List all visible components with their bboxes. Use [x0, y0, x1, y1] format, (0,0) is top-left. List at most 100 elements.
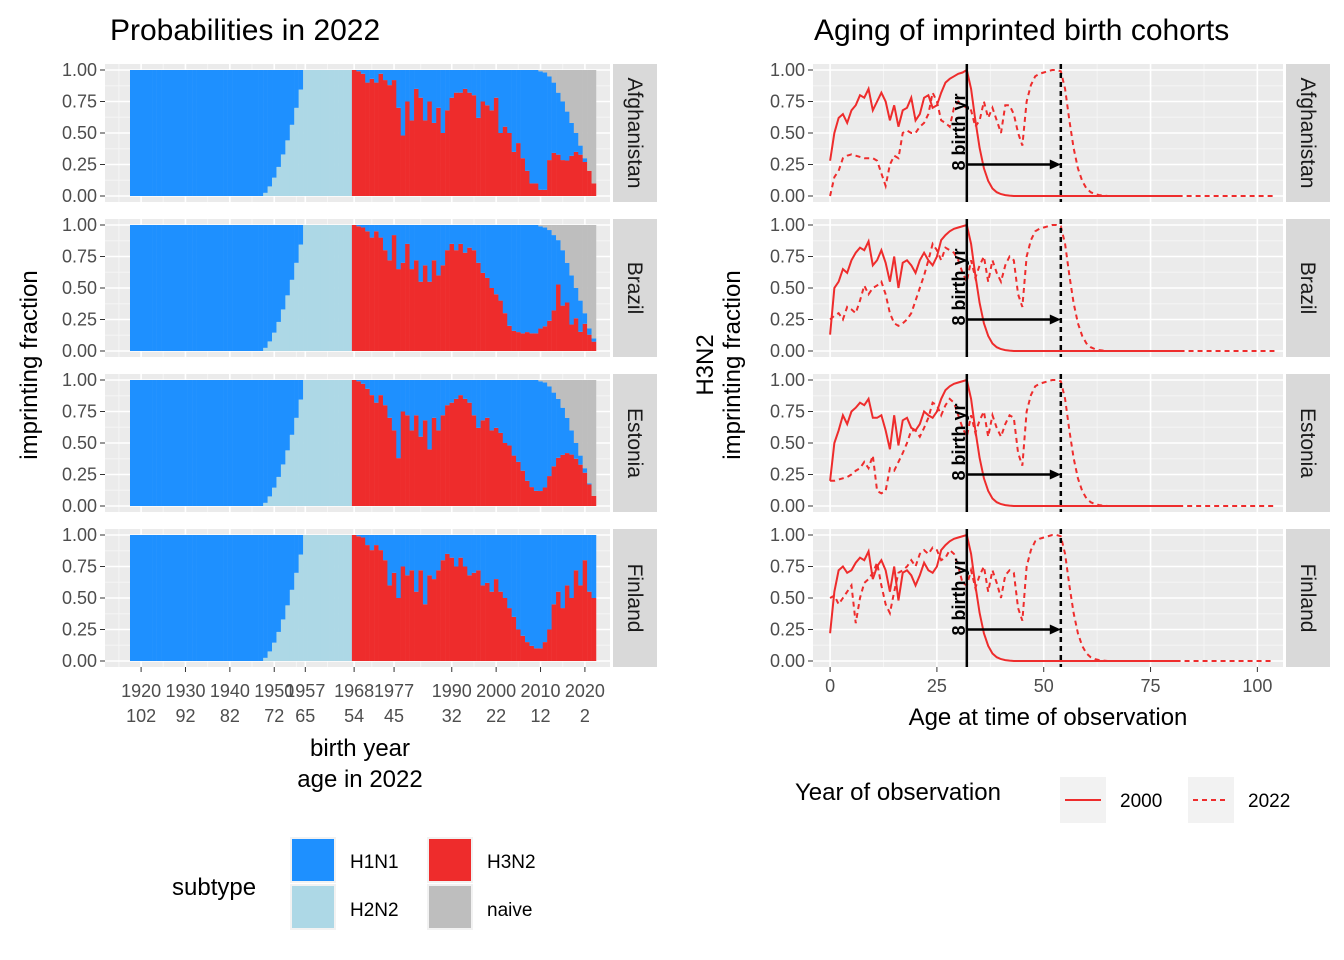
y-tick-label: 0.25 — [62, 465, 97, 485]
y-tick-label: 0.25 — [770, 155, 805, 175]
bar-h1n1 — [587, 328, 592, 335]
bar-h2n2 — [343, 70, 348, 196]
bar-h3n2 — [560, 454, 566, 506]
bar-h3n2 — [418, 281, 424, 351]
bar-h3n2 — [471, 572, 477, 661]
bar-h1n1 — [183, 535, 188, 661]
bar-h1n1 — [551, 535, 557, 605]
x-tick-label-age: 2 — [580, 706, 590, 726]
bar-h1n1 — [245, 380, 251, 506]
bar-h3n2 — [414, 88, 419, 196]
bar-h3n2 — [440, 133, 446, 196]
bar-h1n1 — [427, 70, 433, 102]
bar-h1n1 — [458, 535, 464, 558]
bar-h3n2 — [374, 231, 379, 351]
bar-h1n1 — [152, 70, 157, 196]
bar-h1n1 — [143, 70, 149, 196]
bar-h1n1 — [134, 225, 140, 351]
bar-h3n2 — [533, 648, 539, 661]
bar-h1n1 — [263, 225, 268, 348]
x-tick-label-age: 72 — [264, 706, 284, 726]
bar-h1n1 — [232, 535, 237, 661]
bar-h3n2 — [449, 243, 455, 351]
right-legend-title: Year of observation — [795, 779, 1001, 806]
bar-h3n2 — [538, 189, 543, 196]
bar-h1n1 — [196, 70, 202, 196]
bar-h3n2 — [502, 313, 508, 351]
bar-h3n2 — [351, 70, 357, 196]
bar-h1n1 — [462, 380, 468, 399]
bar-h1n1 — [254, 380, 259, 506]
bar-h3n2 — [382, 250, 388, 351]
legend-label: H3N2 — [487, 852, 536, 873]
bar-naive — [551, 225, 557, 236]
bar-h3n2 — [560, 305, 566, 351]
strip-label: Estonia — [623, 408, 646, 478]
bar-h2n2 — [263, 502, 268, 506]
bar-h2n2 — [316, 225, 322, 351]
bar-h1n1 — [152, 535, 157, 661]
bar-h1n1 — [547, 230, 552, 321]
bar-naive — [564, 380, 570, 418]
bar-h1n1 — [138, 70, 144, 196]
legend-label: H2N2 — [350, 900, 399, 921]
bar-h2n2 — [320, 225, 326, 351]
y-tick-label: 0.75 — [62, 402, 97, 422]
bar-h3n2 — [387, 585, 393, 661]
bar-h3n2 — [427, 281, 433, 351]
bar-h3n2 — [480, 585, 486, 661]
bar-h2n2 — [298, 244, 304, 351]
bar-h3n2 — [445, 553, 450, 661]
bar-h1n1 — [374, 225, 379, 232]
bar-h1n1 — [138, 225, 144, 351]
bar-h2n2 — [289, 434, 295, 506]
bar-h3n2 — [569, 598, 575, 661]
bar-h3n2 — [502, 443, 508, 506]
bar-h3n2 — [520, 470, 526, 506]
bar-h1n1 — [538, 381, 543, 492]
bar-h2n2 — [298, 554, 304, 661]
bar-h2n2 — [329, 225, 335, 351]
bar-h1n1 — [365, 535, 370, 546]
bar-h1n1 — [427, 535, 433, 576]
bar-h3n2 — [524, 480, 530, 506]
bar-h1n1 — [507, 380, 512, 446]
bar-h1n1 — [161, 225, 166, 351]
line-2022 — [829, 224, 1275, 352]
bar-h1n1 — [564, 111, 570, 161]
bar-h1n1 — [480, 70, 486, 102]
y-tick-label: 0.00 — [770, 186, 805, 206]
bar-naive — [560, 380, 566, 408]
bar-h1n1 — [382, 225, 388, 251]
bar-h1n1 — [524, 70, 530, 171]
bar-h1n1 — [524, 225, 530, 333]
bar-h3n2 — [467, 575, 472, 661]
bar-h1n1 — [365, 70, 370, 83]
bar-h3n2 — [453, 566, 459, 661]
bar-h1n1 — [427, 380, 433, 450]
bar-h1n1 — [249, 225, 255, 351]
bar-naive — [591, 225, 597, 339]
right-y-axis-title: H3N2 — [692, 334, 719, 395]
bar-h1n1 — [542, 382, 548, 488]
bar-h1n1 — [249, 380, 255, 506]
bar-h1n1 — [387, 225, 393, 261]
bar-h3n2 — [551, 466, 557, 506]
bar-h1n1 — [582, 468, 588, 473]
bar-naive — [560, 70, 566, 102]
bar-naive — [556, 225, 561, 241]
bar-h2n2 — [280, 464, 286, 506]
bar-h3n2 — [458, 557, 464, 661]
y-tick-label: 0.00 — [62, 651, 97, 671]
bar-h1n1 — [511, 225, 517, 331]
bar-h2n2 — [267, 496, 273, 506]
bar-h3n2 — [511, 616, 517, 661]
bar-h3n2 — [405, 575, 410, 661]
y-tick-label: 0.00 — [62, 186, 97, 206]
bar-h2n2 — [276, 166, 282, 196]
bar-h3n2 — [431, 260, 437, 351]
bar-h1n1 — [267, 70, 273, 187]
bar-h1n1 — [169, 225, 175, 351]
bar-h1n1 — [462, 225, 468, 253]
bar-h3n2 — [498, 432, 504, 506]
